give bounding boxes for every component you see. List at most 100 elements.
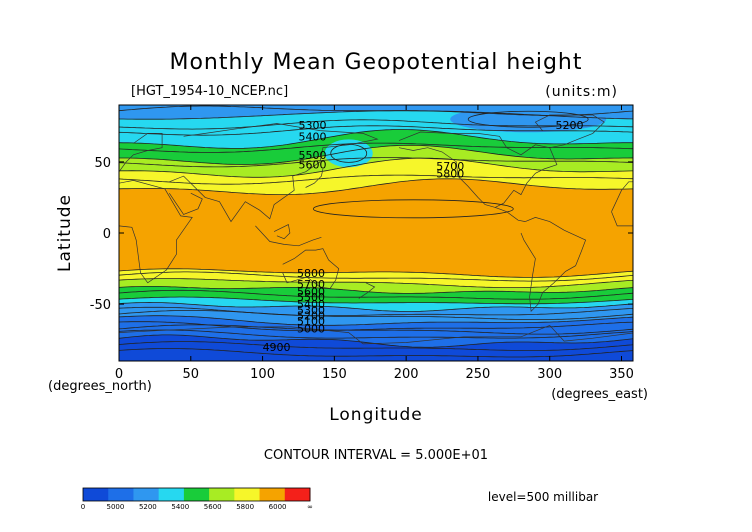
x-tick-label: 50 [183, 367, 200, 382]
coastline [282, 248, 340, 289]
contour-line [119, 271, 633, 282]
colorbar-tick-label: 6000 [269, 503, 287, 511]
x-tick-label: 0 [115, 367, 123, 382]
y-unit-label: (degrees_north) [48, 379, 152, 394]
contour-line [119, 321, 633, 332]
coastline [169, 192, 203, 215]
colorbar-tick-label: 0 [81, 503, 85, 511]
contour-line [119, 341, 633, 351]
coastline [611, 211, 633, 227]
contour-label: 5600 [297, 285, 325, 298]
contour-line [119, 157, 633, 168]
contour-line [119, 105, 633, 116]
y-tick-label: 0 [103, 227, 111, 242]
coastline [611, 181, 633, 212]
contour-label: 5500 [298, 149, 326, 162]
colorbar-tick-label: 5000 [107, 503, 125, 511]
x-axis-label: Longitude [329, 405, 423, 425]
contour-line [119, 268, 633, 278]
coastline [520, 217, 587, 312]
colorbar-segment [133, 488, 160, 501]
contour-label: 5300 [298, 119, 326, 132]
x-tick-label: 200 [394, 367, 419, 382]
coastline [305, 168, 324, 188]
colorbar-segment [284, 488, 311, 501]
y-axis-label: Latitude [55, 194, 75, 272]
level-text: level=500 millibar [488, 490, 598, 504]
contour-line [119, 296, 633, 305]
x-tick-label: 300 [537, 367, 562, 382]
x-unit-label: (degrees_east) [551, 387, 648, 402]
contour-line [119, 157, 633, 178]
x-tick-label: 100 [250, 367, 275, 382]
contour-line [119, 301, 633, 312]
contour-label: 5400 [297, 298, 325, 311]
contour-label: 5000 [297, 322, 325, 335]
contour-line [119, 129, 633, 149]
tropical-high [312, 199, 514, 219]
contour-label: 5600 [298, 159, 326, 172]
contour-label: 5700 [436, 160, 464, 173]
contour-line [119, 125, 633, 136]
coastline [534, 114, 605, 149]
colorbar-tick-label: ∞ [307, 503, 313, 511]
contour-label: 5300 [297, 304, 325, 317]
coastline [255, 225, 322, 247]
contour-label: 5500 [297, 291, 325, 304]
contour-line [330, 143, 368, 163]
colorbar: 0 5000 5200 5400 5600 5800 6000 ∞ [81, 487, 313, 511]
coastline [358, 282, 376, 299]
colorbar-tick-label: 5800 [236, 503, 254, 511]
contour-line [119, 178, 633, 195]
contour-line [119, 174, 633, 185]
colorbar-tick-label: 5600 [204, 503, 222, 511]
coastlines [119, 114, 633, 345]
contour-interval-text: CONTOUR INTERVAL = 5.000E+01 [264, 448, 488, 463]
chart-title: Monthly Mean Geopotential height [169, 50, 582, 75]
contour-line [119, 329, 633, 339]
colorbar-segment [183, 488, 210, 501]
contour-label: 5400 [298, 130, 326, 143]
coastline [169, 123, 379, 223]
coastline [119, 180, 193, 284]
contour-label: 5200 [297, 309, 325, 322]
contour-line [119, 289, 633, 300]
y-axis: -50 0 50 [90, 156, 633, 313]
colorbar-segment [83, 488, 109, 501]
file-label: [HGT_1954-10_NCEP.nc] [131, 84, 288, 99]
contour-label: 5100 [297, 315, 325, 328]
y-tick-label: 50 [94, 156, 111, 171]
contour-line [119, 334, 633, 348]
units-label: (units:m) [545, 84, 618, 100]
contour-line [467, 110, 589, 128]
contour-line [119, 144, 633, 165]
contour-line [119, 306, 633, 317]
colorbar-segment [108, 488, 134, 501]
contour-label: 5800 [436, 167, 464, 180]
contour-label: 4900 [263, 341, 291, 354]
contour-line [119, 315, 633, 326]
y-tick-label: -50 [90, 298, 111, 313]
contour-line [119, 310, 633, 320]
colorbar-segment [259, 488, 286, 501]
coastline [273, 223, 291, 240]
contour-lines [119, 105, 633, 358]
coastline [495, 207, 526, 222]
coastline [119, 133, 163, 173]
colorbar-segment [209, 488, 235, 501]
colorbar-tick-label: 5400 [171, 503, 189, 511]
colorbar-tick-label: 5200 [139, 503, 157, 511]
x-tick-label: 350 [609, 367, 634, 382]
contour-label: 5800 [297, 267, 325, 280]
contour-line [119, 286, 633, 294]
colorbar-frame [82, 487, 311, 502]
coastline [398, 131, 558, 208]
contour-label: 5700 [297, 278, 325, 291]
colorbar-segment [158, 488, 185, 501]
contour-label: 5200 [555, 119, 583, 132]
coastline [119, 324, 633, 345]
x-axis: 0 50 100 150 200 250 300 350 [115, 105, 634, 382]
